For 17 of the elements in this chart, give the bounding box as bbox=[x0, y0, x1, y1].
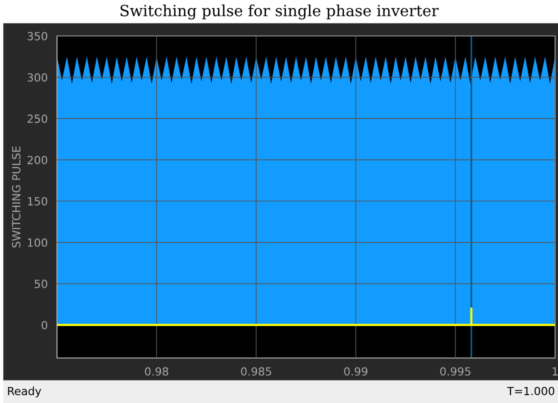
y-tick-label: 100 bbox=[28, 238, 48, 247]
x-tick-label: 0.995 bbox=[440, 367, 470, 376]
y-tick-label: 50 bbox=[34, 280, 48, 288]
y-tick-label: 0 bbox=[42, 320, 48, 330]
chart-title: Switching pulse for single phase inverter bbox=[120, 4, 439, 20]
y-tick-label: 150 bbox=[28, 197, 48, 206]
text: Ready bbox=[8, 386, 42, 398]
y-tick-label: 300 bbox=[28, 73, 48, 82]
x-tick-label: 0.985 bbox=[241, 367, 272, 376]
text: T=1.000 bbox=[507, 386, 554, 396]
y-axis-title: SWITCHING PULSE bbox=[12, 146, 20, 248]
x-tick-label: 1 bbox=[552, 367, 558, 376]
y-tick-label: 250 bbox=[28, 114, 48, 123]
x-tick-label: 0.99 bbox=[344, 367, 368, 376]
x-tick-label: 0.98 bbox=[144, 367, 168, 376]
y-tick-label: 350 bbox=[28, 32, 48, 40]
y-tick-label: 200 bbox=[28, 156, 48, 164]
